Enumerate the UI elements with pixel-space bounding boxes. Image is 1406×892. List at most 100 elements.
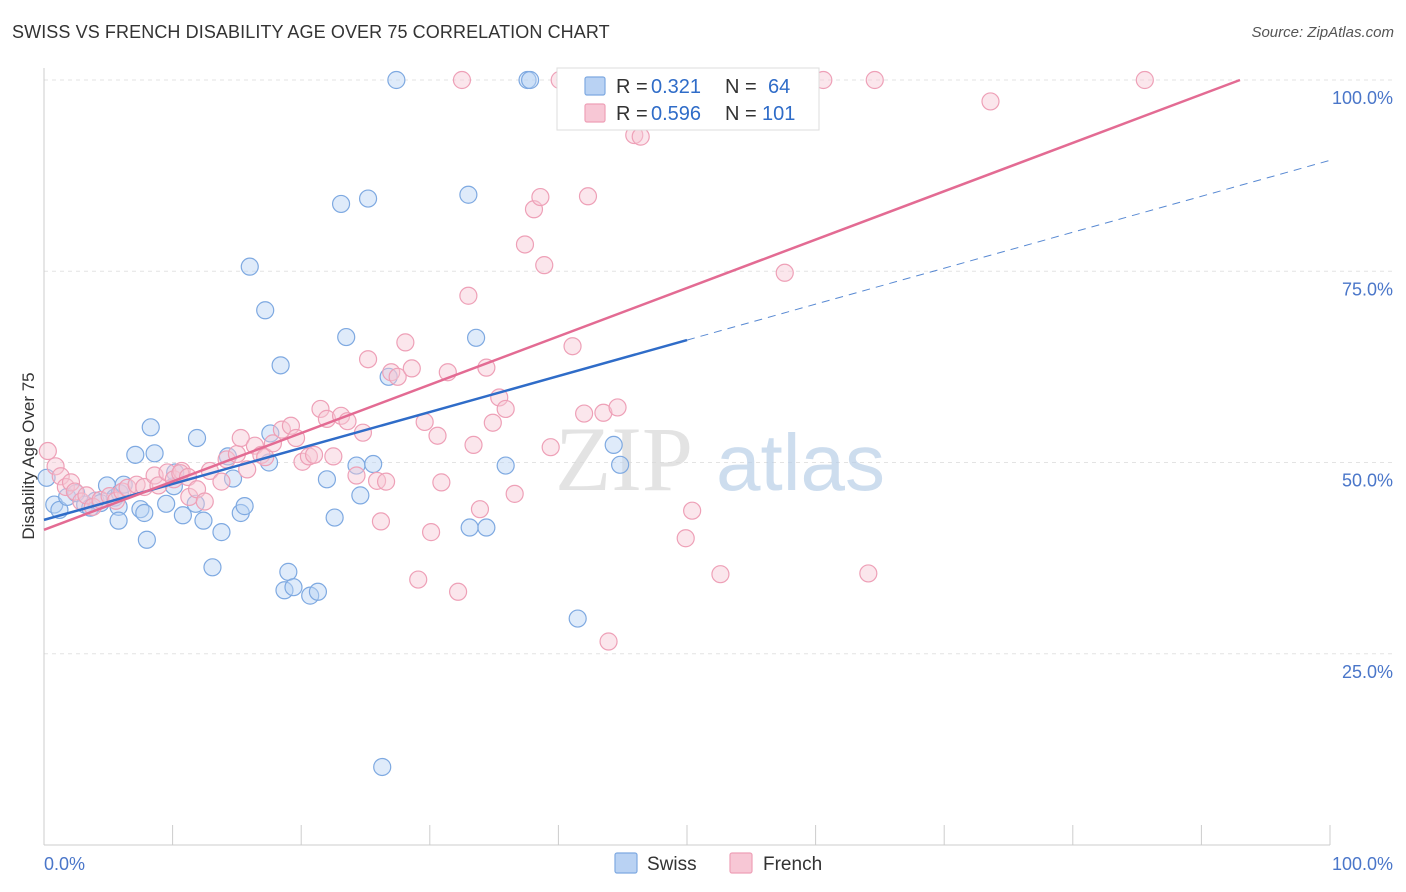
- watermark-atlas: atlas: [716, 418, 885, 507]
- watermark: ZIP atlas: [555, 408, 885, 510]
- swiss-point: [187, 428, 207, 448]
- swiss-point: [240, 257, 259, 276]
- swiss-point: [284, 578, 303, 597]
- french-point: [347, 466, 366, 485]
- french-point: [599, 632, 618, 651]
- swiss-point: [317, 470, 337, 489]
- swiss-point: [271, 356, 290, 375]
- french-point: [531, 187, 550, 207]
- french-point: [515, 235, 535, 254]
- french-point: [711, 565, 730, 584]
- swiss-point: [477, 518, 496, 537]
- swiss-point: [521, 70, 540, 90]
- french-point: [505, 484, 524, 503]
- swiss-n-label: N =: [725, 76, 757, 98]
- french-point: [428, 426, 447, 445]
- french-n-value: 101: [762, 103, 795, 125]
- y-tick-label: 50.0%: [1342, 471, 1393, 491]
- swiss-point: [364, 454, 383, 474]
- french-point: [77, 486, 96, 505]
- french-r-value: 0.596: [651, 103, 701, 125]
- swiss-point: [496, 456, 515, 475]
- french-point: [563, 337, 582, 356]
- french-point: [324, 447, 343, 466]
- french-point: [575, 404, 594, 423]
- y-axis-label: Disability Age Over 75: [19, 372, 38, 539]
- swiss-n-value: 64: [768, 76, 790, 98]
- french-r-label: R =: [616, 103, 648, 125]
- swiss-point: [223, 469, 243, 488]
- french-point: [459, 286, 478, 305]
- swiss-point: [460, 518, 479, 537]
- axes: [43, 68, 1331, 846]
- swiss-point: [279, 562, 298, 581]
- y-tick-label: 25.0%: [1342, 662, 1393, 682]
- source-label: Source: ZipAtlas.com: [1251, 24, 1394, 41]
- swiss-point: [611, 455, 630, 474]
- bottom-legend-swiss-swatch: [614, 852, 638, 874]
- swiss-point: [337, 327, 356, 347]
- bottom-legend-french-label: French: [763, 854, 822, 875]
- swiss-point: [212, 523, 231, 542]
- swiss-point: [126, 445, 145, 464]
- swiss-legend-swatch: [584, 76, 606, 96]
- french-point: [631, 127, 650, 146]
- french-point: [464, 435, 483, 455]
- swiss-point: [157, 494, 176, 513]
- french-point: [396, 333, 415, 352]
- french-point: [496, 399, 515, 419]
- y-tick-labels: 25.0% 50.0% 75.0% 100.0%: [1332, 88, 1393, 682]
- french-point: [382, 363, 401, 382]
- french-point: [38, 441, 57, 461]
- french-point: [272, 420, 292, 439]
- french-point: [1135, 70, 1154, 90]
- french-point: [158, 463, 177, 482]
- french-point: [195, 492, 214, 511]
- french-point: [594, 403, 613, 422]
- french-point: [470, 500, 490, 519]
- french-point: [676, 529, 695, 548]
- swiss-point: [466, 328, 486, 347]
- swiss-point: [331, 194, 351, 214]
- french-point: [981, 92, 1000, 111]
- french-point: [775, 263, 794, 282]
- french-point: [432, 473, 451, 492]
- french-point: [61, 473, 81, 492]
- swiss-point: [325, 508, 344, 527]
- french-point: [578, 187, 598, 206]
- french-point: [865, 70, 884, 90]
- french-legend-swatch: [584, 103, 606, 123]
- swiss-point: [256, 301, 275, 320]
- french-point: [212, 472, 231, 491]
- french-point: [683, 501, 702, 520]
- swiss-trend-extension: [686, 159, 1331, 341]
- swiss-point: [358, 189, 378, 208]
- swiss-point: [308, 582, 328, 601]
- swiss-r-label: R =: [616, 76, 648, 98]
- french-point: [448, 582, 468, 601]
- swiss-point: [604, 435, 623, 455]
- swiss-point: [203, 558, 222, 577]
- french-point: [51, 467, 70, 486]
- x-tick-label-max: 100.0%: [1332, 854, 1393, 874]
- french-point: [452, 70, 472, 90]
- watermark-zip: ZIP: [555, 408, 693, 510]
- french-point: [311, 399, 330, 419]
- y-tick-label: 75.0%: [1342, 279, 1393, 299]
- stats-legend: R = 0.321 N = 64 R = 0.596 N = 101: [556, 67, 820, 131]
- french-point: [483, 413, 502, 432]
- bottom-legend-french-swatch: [729, 852, 753, 874]
- swiss-point: [373, 757, 392, 777]
- swiss-point: [173, 506, 192, 525]
- french-point: [65, 482, 84, 501]
- french-trend-line: [43, 78, 1241, 531]
- swiss-point: [387, 70, 406, 90]
- french-point: [608, 398, 627, 417]
- french-point: [371, 512, 391, 531]
- chart-title: SWISS VS FRENCH DISABILITY AGE OVER 75 C…: [12, 22, 610, 42]
- swiss-point: [135, 503, 154, 523]
- swiss-point: [109, 511, 128, 530]
- french-point: [358, 350, 378, 369]
- swiss-point: [459, 185, 478, 204]
